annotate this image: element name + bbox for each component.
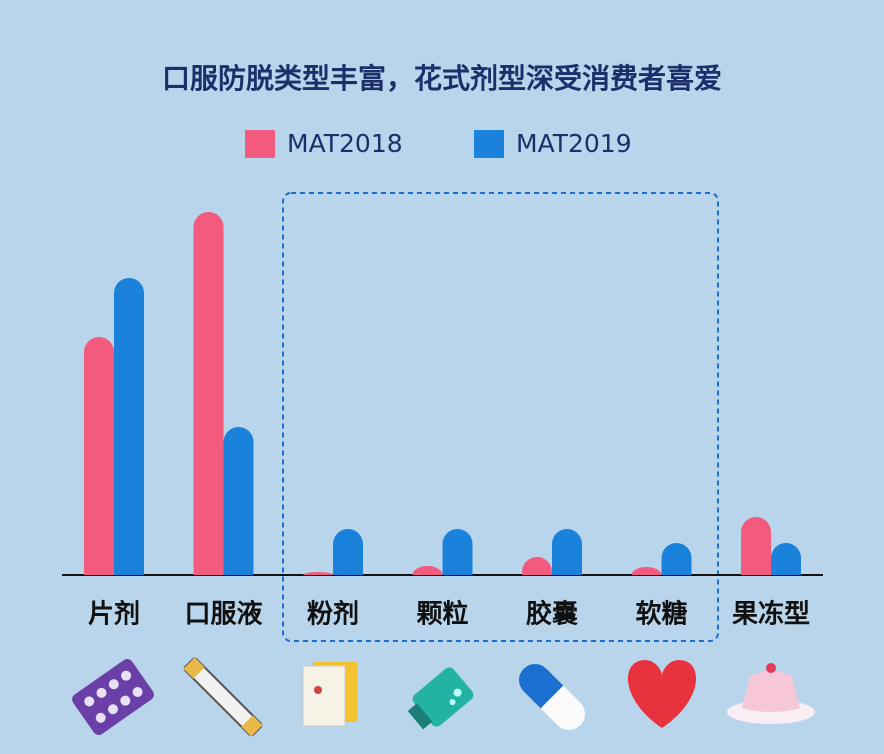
bar	[114, 278, 144, 575]
bar	[193, 212, 224, 576]
bar	[333, 529, 363, 575]
bar	[552, 529, 582, 575]
x-tick-label: 片剂	[88, 600, 140, 630]
icon-tablet	[72, 659, 154, 735]
icon-powder	[302, 662, 357, 727]
highlight-box	[282, 192, 719, 642]
bar	[223, 427, 254, 575]
bar	[442, 529, 473, 575]
bar	[522, 557, 552, 575]
bar	[771, 543, 801, 575]
x-tick-label: 口服液	[184, 600, 262, 630]
x-tick-label: 软糖	[635, 599, 687, 630]
bar	[412, 566, 443, 575]
bar	[631, 567, 662, 575]
legend-swatch	[474, 130, 504, 158]
x-tick-label: 胶囊	[526, 599, 578, 630]
chart-title: 口服防脱类型丰富，花式剂型深受消费者喜爱	[162, 62, 722, 95]
legend-label: MAT2018	[287, 129, 403, 158]
icon-jelly	[727, 663, 815, 724]
legend-swatch	[245, 130, 275, 158]
legend-label: MAT2019	[516, 129, 632, 158]
icon-vial	[183, 657, 263, 737]
bar	[741, 517, 771, 575]
x-tick-label: 果冻型	[732, 599, 810, 630]
icon-gummy	[627, 660, 697, 728]
x-tick-label: 颗粒	[416, 599, 468, 630]
icon-granule	[407, 667, 474, 730]
x-tick-label: 粉剂	[307, 600, 359, 630]
icons	[72, 657, 815, 737]
bar	[661, 543, 692, 575]
bar	[84, 337, 114, 575]
bar	[303, 572, 333, 575]
icon-capsule	[519, 664, 585, 730]
